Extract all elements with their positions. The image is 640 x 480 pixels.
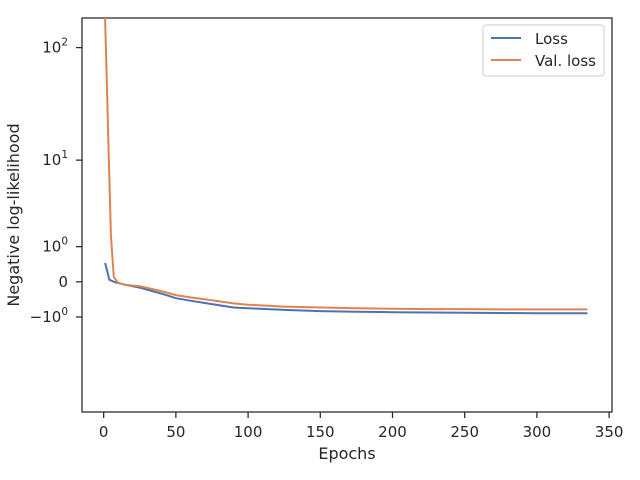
- legend-label-val-loss: Val. loss: [535, 52, 596, 70]
- x-tick-label: 350: [595, 423, 624, 441]
- y-axis-label: Negative log-likelihood: [4, 123, 23, 306]
- series-line-1: [104, 17, 588, 311]
- y-tick-label: 100: [42, 236, 68, 256]
- x-axis-label: Epochs: [318, 444, 375, 463]
- x-tick-label: 200: [378, 423, 407, 441]
- x-axis: 0 50 100 150 200 250 300 350: [99, 412, 624, 441]
- y-tick-label: 102: [42, 37, 68, 57]
- y-tick-label: 0: [58, 273, 68, 291]
- x-tick-label: 100: [234, 423, 263, 441]
- x-tick-label: 50: [166, 423, 185, 441]
- x-tick-label: 150: [306, 423, 335, 441]
- y-axis: 102 101 100 0 −100: [30, 37, 82, 326]
- legend: Loss Val. loss: [482, 24, 605, 77]
- y-tick-label: −100: [30, 306, 68, 326]
- x-tick-label: 0: [99, 423, 109, 441]
- x-tick-label: 250: [450, 423, 479, 441]
- series-layer: [104, 17, 588, 315]
- x-tick-label: 300: [523, 423, 552, 441]
- plot-area: [81, 17, 613, 413]
- y-tick-label: 101: [42, 149, 68, 169]
- legend-label-loss: Loss: [535, 30, 568, 48]
